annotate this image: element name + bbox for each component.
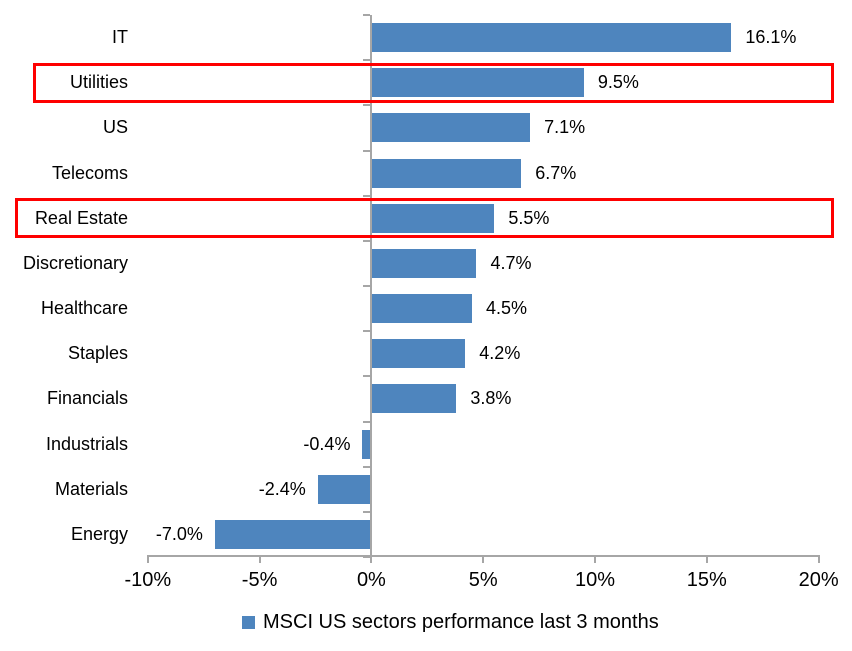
value-label: 16.1% [745, 27, 797, 47]
value-label: 9.5% [597, 72, 639, 93]
bar [317, 474, 372, 504]
category-label: Materials [54, 478, 128, 499]
bar [371, 23, 732, 53]
value-label: 7.1% [544, 117, 586, 138]
bar [371, 68, 584, 98]
x-tick-label: 15% [686, 569, 727, 591]
category-label: Energy [70, 523, 128, 544]
bar [371, 339, 466, 369]
bar [362, 429, 372, 459]
x-tick-label: 0% [356, 569, 386, 591]
y-axis-tick [363, 330, 371, 333]
value-label: 3.8% [470, 388, 512, 409]
x-axis-tick [482, 555, 485, 563]
y-axis-tick [363, 465, 371, 468]
y-axis-tick [363, 104, 371, 107]
y-axis-tick [363, 59, 371, 62]
y-axis-tick [363, 420, 371, 423]
y-axis-tick [363, 14, 371, 16]
x-tick-label: -5% [241, 569, 278, 591]
bar [371, 294, 472, 324]
y-axis-tick [363, 556, 371, 558]
category-label: Telecoms [51, 162, 128, 183]
bar [371, 248, 477, 278]
category-label: IT [112, 27, 128, 47]
x-axis-tick [370, 555, 373, 563]
value-label: 4.7% [490, 252, 532, 273]
value-label: 6.7% [535, 162, 577, 183]
bar [371, 113, 531, 143]
y-axis-tick [363, 149, 371, 152]
value-label: -0.4% [303, 433, 351, 454]
x-axis-tick [594, 555, 596, 563]
bar [371, 384, 457, 414]
x-tick-label: 10% [574, 569, 616, 591]
y-axis-tick [363, 194, 371, 197]
category-label: Financials [46, 388, 128, 409]
x-axis-tick [146, 555, 149, 563]
y-axis-tick [363, 285, 371, 287]
category-label: Healthcare [40, 298, 128, 318]
category-label: US [102, 117, 128, 138]
value-label: 5.5% [508, 207, 550, 228]
value-label: 4.2% [479, 343, 521, 364]
category-label: Staples [67, 343, 128, 364]
category-label: Discretionary [22, 252, 128, 273]
y-axis-tick [363, 510, 371, 513]
x-tick-label: 5% [468, 569, 498, 591]
bar [371, 203, 495, 233]
value-label: -2.4% [258, 478, 306, 499]
bar [371, 158, 522, 188]
y-axis-tick [363, 239, 371, 242]
x-axis-tick [705, 555, 708, 563]
legend: MSCI US sectors performance last 3 month… [242, 611, 659, 634]
legend-marker-icon [242, 616, 255, 629]
category-label: Industrials [45, 433, 128, 454]
value-label: -7.0% [155, 523, 203, 544]
category-label: Real Estate [34, 207, 128, 228]
category-label: Utilities [69, 72, 128, 93]
value-label: 4.5% [486, 298, 528, 318]
y-axis-line [370, 15, 373, 563]
x-tick-label: 20% [798, 569, 839, 591]
bar [214, 519, 372, 549]
x-axis-tick [258, 555, 261, 563]
legend-label: MSCI US sectors performance last 3 month… [263, 611, 659, 633]
x-tick-label: -10% [124, 569, 172, 591]
y-axis-tick [363, 375, 371, 378]
x-axis-tick [817, 555, 820, 563]
